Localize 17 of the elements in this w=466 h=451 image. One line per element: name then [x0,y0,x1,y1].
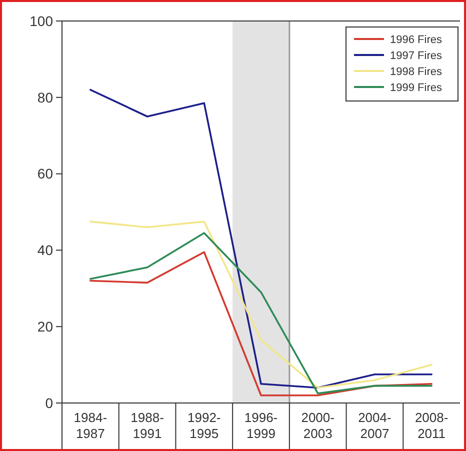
y-tick-label: 20 [37,318,54,334]
legend-label: 1999 Fires [390,82,442,94]
y-tick-label: 80 [37,89,54,106]
x-tick-label: 2008-2011 [414,410,448,441]
x-tick-label: 2000-2003 [301,410,334,441]
y-tick-label: 60 [37,166,54,182]
y-tick-label: 0 [45,394,54,411]
x-tick-label: 1996-1999 [244,410,278,441]
y-tick-label: 40 [37,242,54,258]
x-tick-label: 1984-1987 [74,410,108,441]
legend-label: 1998 Fires [390,66,442,78]
x-tick-label: 1988-1991 [130,410,164,441]
x-tick-label: 2004-2007 [358,410,392,441]
legend-label: 1996 Fires [390,34,442,46]
legend-label: 1997 Fires [390,50,442,62]
x-tick-label: 1992-1995 [188,410,221,441]
y-tick-label: 100 [30,12,54,29]
